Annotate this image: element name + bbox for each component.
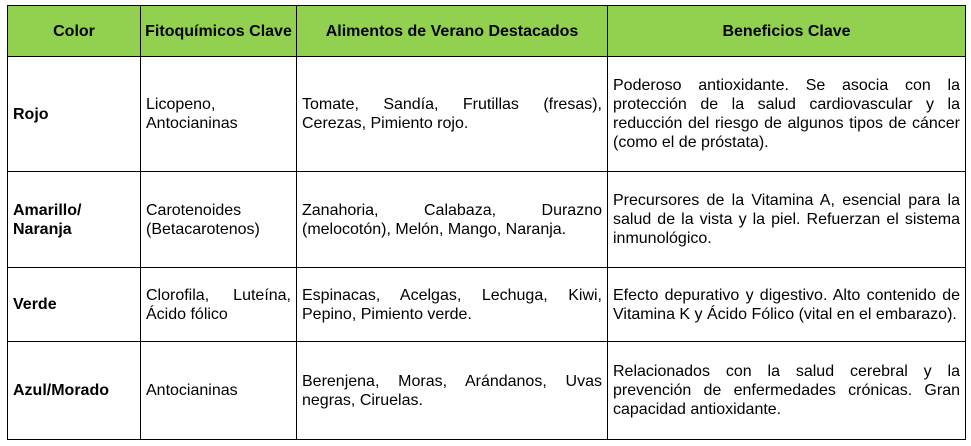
table-cell: Zanahoria, Calabaza, Durazno (melocotón)… (296, 171, 608, 268)
table-cell: Efecto depurativo y digestivo. Alto cont… (607, 267, 966, 342)
table-cell: Clorofila, Luteína, Ácido fólico (140, 267, 297, 342)
header-cell: Fitoquímicos Clave (140, 5, 297, 57)
table-cell: Poderoso antioxidante. Se asocia con la … (607, 56, 966, 172)
table-row: Amarillo/ Naranja Carotenoides (Betacarot… (7, 171, 966, 268)
header-cell: Beneficios Clave (607, 5, 966, 57)
table-row: Verde Clorofila, Luteína, Ácido fólico Esp… (7, 267, 966, 342)
color-cell: Verde (7, 267, 141, 342)
table-cell: Tomate, Sandía, Frutillas (fresas), Cere… (296, 56, 608, 172)
table-row: Rojo Licopeno, Antocianinas Tomate, Sandía… (7, 56, 966, 172)
color-cell: Rojo (7, 56, 141, 172)
table-cell: Espinacas, Acelgas, Lechuga, Kiwi, Pepin… (296, 267, 608, 342)
table-cell: Berenjena, Moras, Arándanos, Uvas negras… (296, 341, 608, 440)
table-row: Azul/Morado Antocianinas Berenjena, Moras,… (7, 341, 966, 440)
table-cell: Relacionados con la salud cerebral y la … (607, 341, 966, 440)
header-cell: Alimentos de Verano Destacados (296, 5, 608, 57)
table-cell: Precursores de la Vitamina A, esencial p… (607, 171, 966, 268)
table-cell: Carotenoides (Betacarotenos) (140, 171, 297, 268)
color-cell: Amarillo/ Naranja (7, 171, 141, 268)
table-cell: Antocianinas (140, 341, 297, 440)
table-cell: Licopeno, Antocianinas (140, 56, 297, 172)
phytochemicals-table: Color Fitoquímicos Clave Alimentos de Vera… (7, 5, 966, 440)
color-cell: Azul/Morado (7, 341, 141, 440)
header-row: Color Fitoquímicos Clave Alimentos de Vera… (7, 5, 966, 57)
header-cell: Color (7, 5, 141, 57)
